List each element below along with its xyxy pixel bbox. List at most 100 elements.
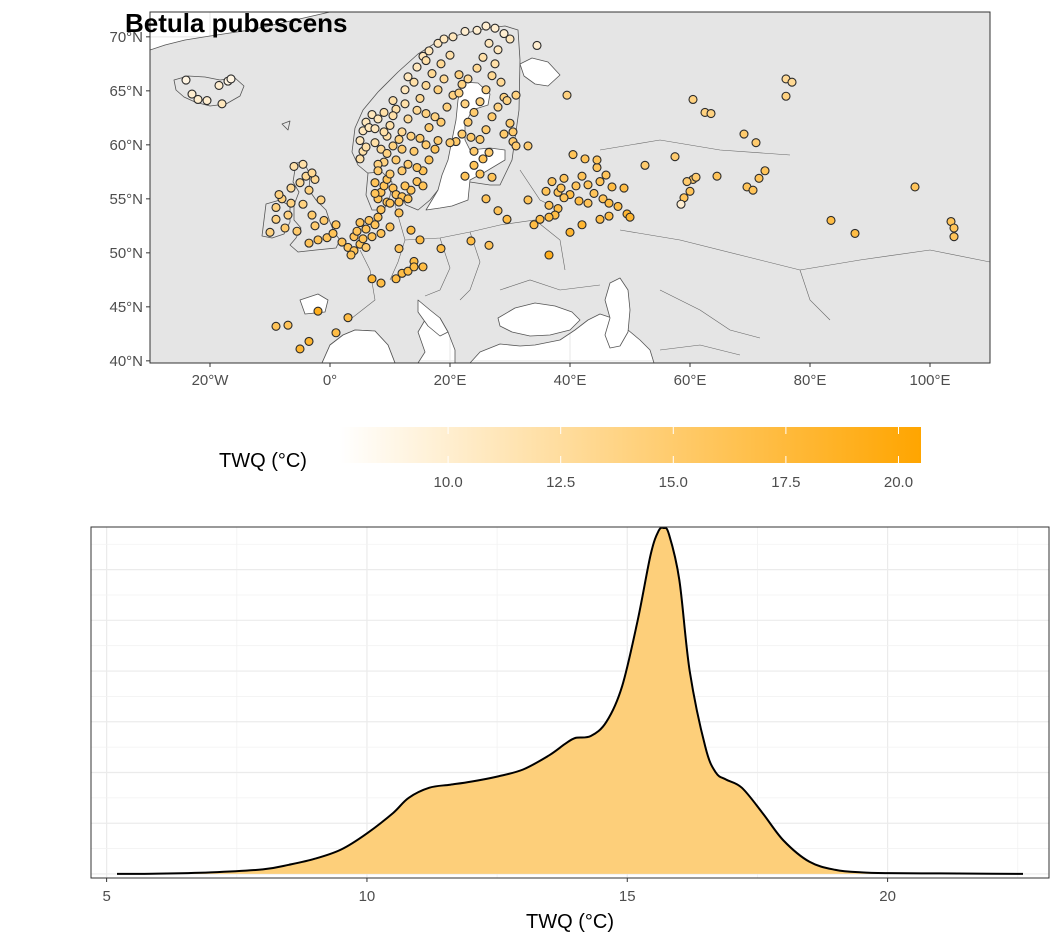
map-point <box>436 117 446 127</box>
map-point <box>415 133 425 143</box>
map-point <box>367 274 377 284</box>
map-point <box>421 108 431 119</box>
map-point <box>310 221 320 231</box>
map-panel: 20°W 0° 20°E 40°E 60°E 80°E 100°E 40°N 45°N 50°N… <box>109 8 991 389</box>
map-point <box>523 195 533 205</box>
map-point <box>826 215 836 225</box>
white-sea <box>519 57 561 87</box>
map-point <box>403 72 413 82</box>
map-point <box>739 129 749 139</box>
map-point <box>559 193 569 203</box>
map-point <box>625 212 635 222</box>
map-point <box>418 181 428 191</box>
map-x-tick-label: 40°E <box>554 372 587 389</box>
map-point <box>493 206 503 216</box>
map-y-tick-label: 45°N <box>109 299 143 316</box>
map-point <box>460 26 470 36</box>
map-point <box>217 99 227 109</box>
map-point <box>292 226 302 236</box>
map-title: Betula pubescens <box>125 8 348 38</box>
map-y-tick-label: 60°N <box>109 137 143 154</box>
map-point <box>346 250 356 260</box>
map-point <box>430 112 440 122</box>
legend-colorbar <box>340 427 921 463</box>
map-point <box>580 154 590 164</box>
map-point <box>406 225 416 235</box>
map-point <box>412 177 422 187</box>
map-point <box>448 32 458 42</box>
map-y-tick-label: 65°N <box>109 83 143 100</box>
map-point <box>490 59 500 69</box>
map-point <box>385 222 395 232</box>
caspian-sea <box>604 277 631 349</box>
map-point <box>424 46 434 56</box>
map-point <box>361 242 371 252</box>
map-point <box>433 135 443 146</box>
map-point <box>502 214 512 224</box>
map-point <box>367 232 377 242</box>
legend-tick-label: 15.0 <box>659 474 688 491</box>
map-point <box>433 38 443 48</box>
map-point <box>439 34 449 44</box>
map-point <box>283 210 293 220</box>
map-point <box>379 107 389 117</box>
map-point <box>472 25 482 35</box>
map-point <box>541 186 551 196</box>
map-point <box>376 228 386 238</box>
map-point <box>400 85 410 95</box>
map-point <box>295 178 305 188</box>
map-point <box>601 170 611 180</box>
map-point <box>589 188 599 198</box>
map-points-layer <box>181 21 959 354</box>
map-point <box>322 233 332 243</box>
map-point <box>412 105 422 115</box>
map-point <box>304 238 314 248</box>
map-point <box>478 154 488 164</box>
map-point <box>604 198 614 208</box>
map-point <box>337 237 347 247</box>
map-y-tick-label: 50°N <box>109 245 143 262</box>
map-point <box>427 69 437 79</box>
map-point <box>457 79 467 89</box>
map-point <box>544 250 554 260</box>
map-point <box>307 168 317 178</box>
map-point <box>691 172 701 182</box>
map-point <box>529 220 539 230</box>
map-point <box>760 166 770 176</box>
map-point <box>406 185 416 195</box>
map-point <box>391 155 401 165</box>
map-point <box>850 228 860 238</box>
map-point <box>358 234 368 244</box>
map-point <box>313 306 323 316</box>
map-point <box>367 110 377 120</box>
map-point <box>397 144 407 154</box>
map-point <box>490 23 500 33</box>
country-borders <box>351 139 990 356</box>
map-point <box>712 171 722 181</box>
map-y-axis: 40°N 45°N 50°N 55°N 60°N 65°N 70°N <box>109 29 150 370</box>
map-point <box>532 40 542 51</box>
map-point <box>304 336 314 346</box>
map-point <box>670 152 680 162</box>
map-point <box>640 160 650 170</box>
density-x-axis-title: TWQ (°C) <box>526 911 614 933</box>
map-point <box>331 220 341 230</box>
map-point <box>487 172 497 182</box>
map-point <box>472 63 482 73</box>
map-point <box>442 102 452 112</box>
map-point <box>499 129 509 139</box>
map-point <box>706 108 716 119</box>
map-point <box>370 124 380 134</box>
map-point <box>415 93 425 103</box>
map-point <box>754 173 764 183</box>
map-point <box>481 125 491 135</box>
island-fragment <box>281 120 291 131</box>
black-sea <box>497 302 581 337</box>
map-point <box>481 85 491 95</box>
map-point <box>460 99 470 109</box>
map-point <box>376 205 386 215</box>
map-point <box>373 166 383 176</box>
map-point <box>370 188 380 198</box>
map-point <box>487 71 497 81</box>
map-point <box>787 77 797 87</box>
